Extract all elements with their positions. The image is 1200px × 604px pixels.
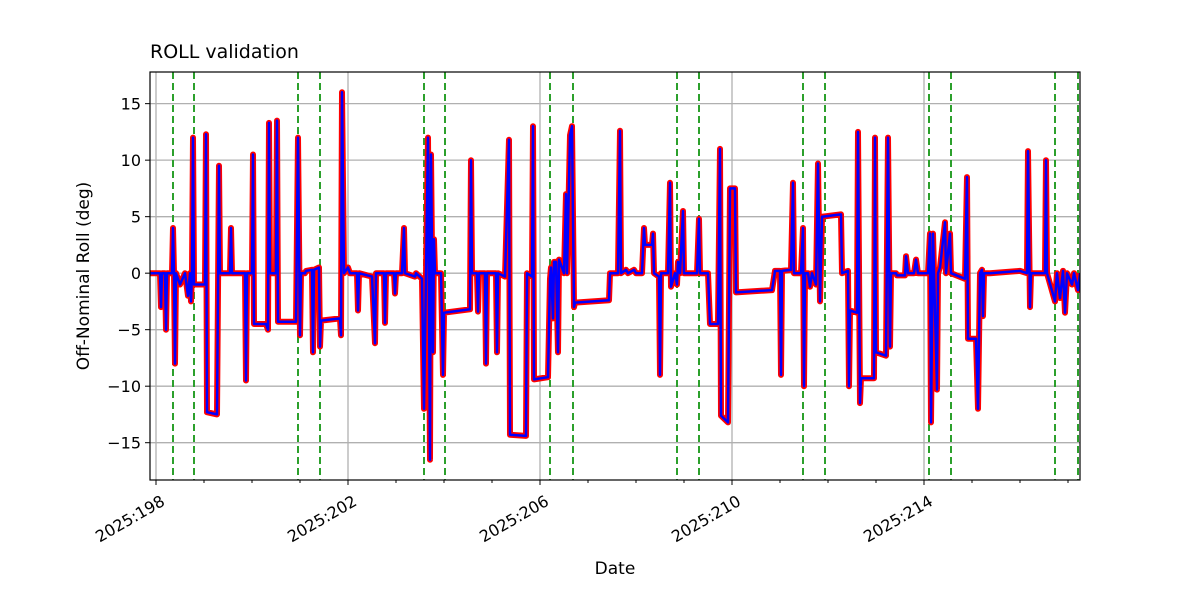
plot-frame [149,71,1081,481]
chart-title: ROLL validation [150,41,299,63]
y-tick-label: 15 [121,95,141,114]
y-tick-label: 10 [121,151,141,170]
y-tick-label: 0 [131,264,141,283]
series-lines [150,89,1080,463]
x-axis-label: Date [595,559,636,579]
y-axis: 15 10 5 0 −5 −10 −15 [107,95,150,453]
y-tick-label: −15 [107,434,141,453]
y-axis-label: Off-Nominal Roll (deg) [74,182,94,371]
y-tick-label: 5 [131,208,141,227]
y-tick-label: −5 [117,321,141,340]
y-tick-label: −10 [107,377,141,396]
series-blue-line [150,91,1080,461]
